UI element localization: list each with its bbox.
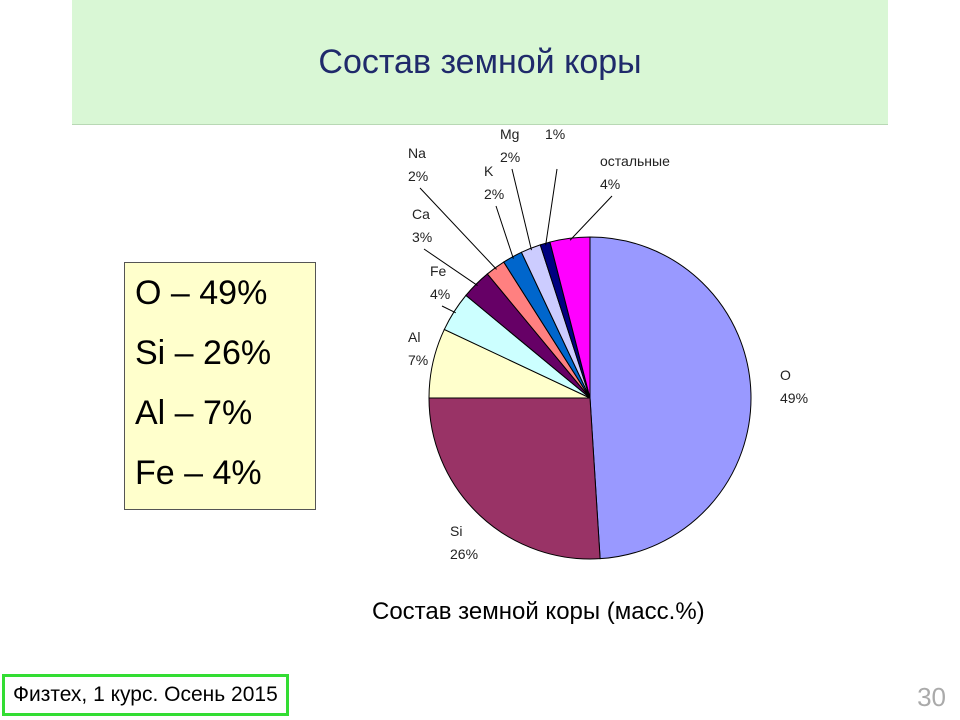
leader-line: [569, 195, 613, 241]
slice-label: 2%: [500, 149, 520, 165]
slice-label: 26%: [450, 546, 478, 562]
slice-label: 4%: [430, 286, 450, 302]
page-number: 30: [917, 682, 946, 712]
pie-slice: [549, 236, 591, 399]
slice-label: 3%: [412, 229, 432, 245]
slice-name: Na: [408, 145, 426, 161]
slice-label: 1%: [545, 126, 565, 142]
summary-item: Si – 26%: [135, 334, 272, 372]
slice-label: 2%: [408, 168, 428, 184]
slice-name: остальные: [600, 153, 670, 169]
summary-item: Fe – 4%: [135, 454, 262, 492]
pie-slice: [428, 397, 601, 560]
slice-label: 7%: [408, 352, 428, 368]
slice-name: Si: [450, 523, 462, 539]
slice-label: 49%: [780, 390, 808, 406]
summary-item: O – 49%: [135, 274, 268, 312]
leader-line: [495, 205, 514, 259]
summary-item: Al – 7%: [135, 394, 253, 432]
pie-slice: [589, 236, 752, 560]
slice-name: Ca: [412, 206, 430, 222]
leader-line: [545, 168, 558, 246]
slice-name: Mg: [500, 126, 519, 142]
leader-line: [423, 248, 478, 286]
slice-label: 4%: [600, 176, 620, 192]
title-bar: Состав земной коры: [72, 0, 888, 125]
leader-line: [511, 168, 532, 251]
chart-title: Состав земной коры (масс.%): [372, 598, 705, 625]
slice-name: K: [484, 163, 494, 179]
slice-name: O: [780, 367, 791, 383]
slide-title: Состав земной коры: [318, 42, 642, 81]
leader-line: [419, 187, 497, 270]
slice-name: Fe: [430, 263, 447, 279]
leader-line: [441, 305, 456, 314]
pie-chart: O 49% Si 26% Al 7% Fe 4% Ca 3% Na 2% K 2% Mg 2% 1% осталь…: [408, 126, 808, 562]
slice-label: 2%: [484, 186, 504, 202]
slice-name: Al: [408, 329, 420, 345]
footer: Физтех, 1 курс. Осень 2015: [2, 674, 289, 716]
summary-box: O – 49% Si – 26% Al – 7% Fe – 4%: [124, 262, 316, 510]
